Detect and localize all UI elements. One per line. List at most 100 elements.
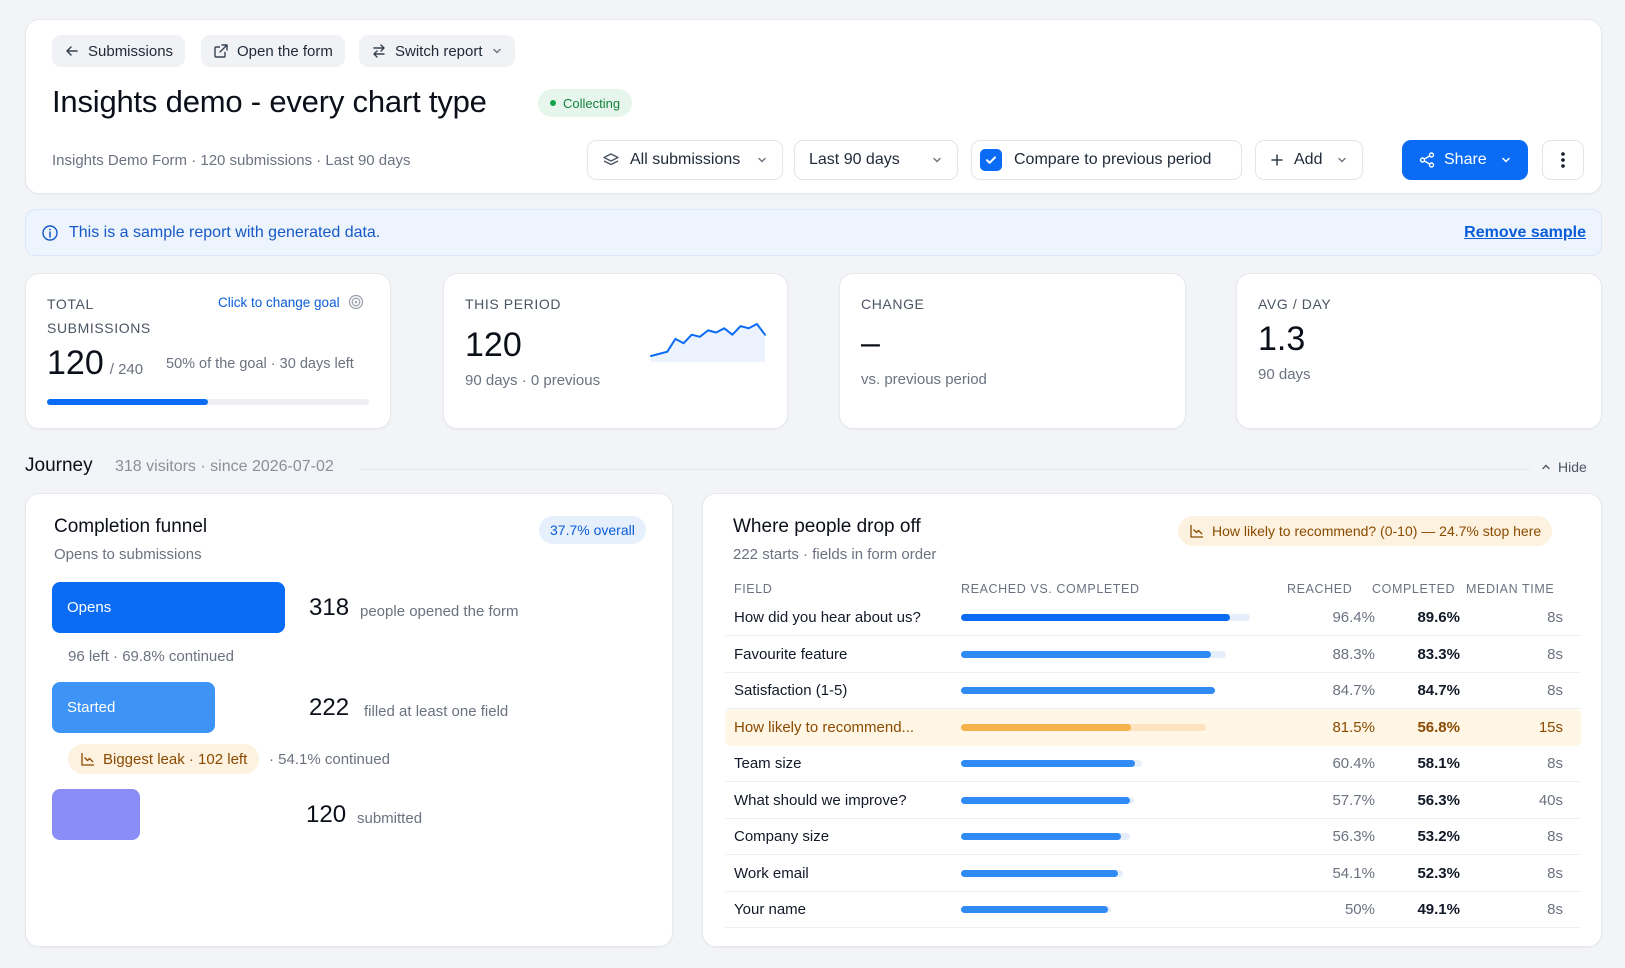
compare-toggle[interactable]: Compare to previous period — [971, 140, 1242, 180]
report-header: Submissions Open the form Switch report … — [25, 19, 1602, 194]
table-row[interactable]: How likely to recommend... 81.5% 56.8% 15s — [725, 708, 1581, 746]
row-field-name: How did you hear about us? — [734, 609, 921, 626]
change-goal-label: Click to change goal — [218, 294, 340, 310]
row-field-name: Your name — [734, 901, 806, 918]
row-reached: 96.4% — [1332, 609, 1375, 626]
row-reached: 54.1% — [1332, 864, 1375, 882]
overall-conversion-badge: 37.7% overall — [539, 516, 646, 544]
table-row[interactable]: Satisfaction (1-5) 84.7% 84.7% 8s — [725, 672, 1581, 709]
hide-label: Hide — [1558, 459, 1587, 475]
chevron-down-icon — [1502, 157, 1510, 163]
drop-off-card: Where people drop off 222 starts · field… — [702, 493, 1602, 947]
switch-report-label: Switch report — [395, 42, 483, 60]
chevron-up-icon — [1542, 464, 1550, 470]
table-row[interactable]: Your name 50% 49.1% 8s — [725, 891, 1581, 928]
avg-day-value: 1.3 — [1258, 320, 1306, 358]
funnel-bar-submitted[interactable] — [52, 789, 140, 840]
change-card: CHANGE – vs. previous period — [839, 273, 1186, 429]
funnel-bar-started[interactable]: Started — [52, 682, 215, 733]
row-completed: 53.2% — [1417, 828, 1460, 845]
reached-bar-track — [961, 650, 1226, 658]
completed-bar-fill — [961, 687, 1216, 694]
completed-bar-fill — [961, 650, 1211, 658]
submissions-filter-select[interactable]: All submissions — [587, 140, 783, 180]
change-goal-link[interactable]: Click to change goal — [218, 294, 364, 310]
share-icon — [1419, 152, 1435, 168]
journey-divider — [360, 469, 1530, 470]
chart-trend-icon — [81, 753, 94, 766]
open-form-button[interactable]: Open the form — [201, 35, 345, 67]
row-completed: 58.1% — [1417, 755, 1460, 772]
col-field: FIELD — [734, 582, 773, 596]
share-label: Share — [1444, 151, 1487, 168]
sample-data-banner: This is a sample report with generated d… — [25, 209, 1602, 256]
col-reached: REACHED — [1287, 582, 1353, 596]
row-median-time: 8s — [1547, 682, 1563, 699]
row-completed: 83.3% — [1417, 645, 1460, 663]
reached-bar-track — [961, 833, 1130, 840]
row-field-name: How likely to recommend... — [734, 718, 915, 736]
row-reached: 84.7% — [1332, 682, 1375, 699]
row-median-time: 40s — [1538, 791, 1563, 809]
more-options-button[interactable] — [1542, 140, 1584, 180]
table-row[interactable]: Work email 54.1% 52.3% 8s — [725, 855, 1581, 892]
funnel-submitted-value: 120 — [306, 801, 347, 828]
layers-icon — [603, 153, 619, 166]
biggest-leak-badge: Biggest leak · 102 left — [68, 744, 260, 774]
completed-bar-fill — [961, 614, 1230, 621]
chevron-down-icon — [758, 157, 766, 163]
total-goal: / 240 — [109, 361, 144, 378]
goal-progress-fill — [47, 399, 208, 405]
table-row[interactable]: Favourite feature 88.3% 83.3% 8s — [725, 636, 1581, 673]
date-range-value: Last 90 days — [809, 151, 900, 168]
remove-sample-link[interactable]: Remove sample — [1464, 223, 1586, 241]
chevron-down-icon — [1338, 157, 1346, 163]
total-value: 120 — [47, 344, 104, 382]
dropoff-badge-label: How likely to recommend? (0-10) — 24.7% … — [1212, 523, 1542, 539]
dropoff-highlight-badge: How likely to recommend? (0-10) — 24.7% … — [1178, 516, 1553, 546]
row-completed: 89.6% — [1417, 609, 1460, 626]
funnel-gap-1: 96 left · 69.8% continued — [68, 648, 234, 665]
row-reached: 81.5% — [1332, 718, 1375, 736]
reached-bar-track — [961, 760, 1143, 767]
funnel-gap-2: · 54.1% continued — [269, 751, 390, 768]
row-median-time: 8s — [1547, 755, 1563, 772]
submissions-filter-value: All submissions — [630, 151, 741, 168]
funnel-bar-opens[interactable]: Opens — [52, 582, 285, 633]
reached-bar-track — [961, 614, 1251, 621]
chart-trend-icon — [1190, 525, 1203, 538]
reached-bar-track — [961, 796, 1135, 804]
funnel-title: Completion funnel — [54, 516, 208, 537]
table-row[interactable]: Company size 56.3% 53.2% 8s — [725, 818, 1581, 855]
reached-bar-track — [961, 906, 1111, 913]
completed-bar-fill — [961, 833, 1121, 840]
total-value-group: 120 / 240 — [47, 344, 143, 383]
table-row[interactable]: How did you hear about us? 96.4% 89.6% 8s — [725, 599, 1581, 636]
open-form-label: Open the form — [237, 42, 333, 60]
table-row[interactable]: What should we improve? 57.7% 56.3% 40s — [725, 782, 1581, 819]
row-median-time: 8s — [1547, 901, 1563, 918]
plus-icon — [1271, 154, 1283, 166]
sparkline-line — [650, 323, 766, 357]
table-row[interactable]: Team size 60.4% 58.1% 8s — [725, 745, 1581, 782]
row-field-name: Satisfaction (1-5) — [734, 682, 848, 699]
completed-bar-fill — [961, 906, 1109, 913]
reached-bar-track — [961, 869, 1124, 877]
share-button[interactable]: Share — [1402, 140, 1528, 180]
row-median-time: 8s — [1547, 609, 1563, 626]
status-dot-icon — [550, 100, 556, 106]
add-button[interactable]: Add — [1255, 140, 1363, 180]
reached-bar-track — [961, 723, 1206, 731]
hide-journey-button[interactable]: Hide — [1540, 459, 1587, 475]
back-to-submissions-button[interactable]: Submissions — [52, 35, 186, 67]
switch-report-button[interactable]: Switch report — [359, 35, 515, 67]
row-median-time: 8s — [1547, 645, 1563, 663]
date-range-select[interactable]: Last 90 days — [794, 140, 958, 180]
change-label: CHANGE — [861, 296, 925, 312]
compare-checkbox[interactable] — [980, 149, 1002, 171]
journey-subtitle: 318 visitors · since 2026-07-02 — [115, 458, 334, 475]
funnel-opens-desc: people opened the form — [360, 603, 519, 620]
dropoff-title: Where people drop off — [733, 516, 921, 537]
row-field-name: Favourite feature — [734, 645, 848, 663]
col-reached-vs-completed: REACHED VS. COMPLETED — [961, 582, 1140, 596]
